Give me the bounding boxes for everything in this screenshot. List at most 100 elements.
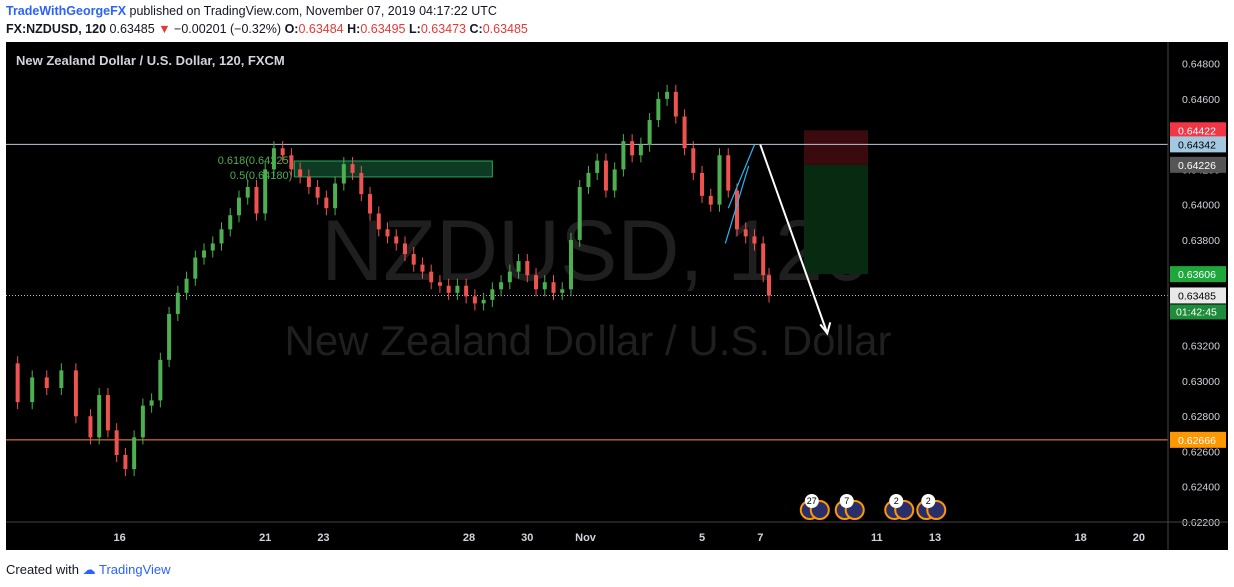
publish-info: TradeWithGeorgeFX published on TradingVi… [6,4,497,18]
candle [761,243,766,276]
candle [647,120,652,145]
candle [30,377,35,403]
fib-label: 0.5(0.64180) [230,170,292,182]
price-level-badge [1170,136,1226,153]
candle [516,261,521,272]
event-count: 2 [894,496,899,506]
last-price: 0.63485 [109,22,155,36]
symbol-ohlc-line: FX:NZDUSD, 120 0.63485 ▼ −0.00201 (−0.32… [6,22,528,36]
event-count-badge [839,494,854,508]
candle [167,313,172,360]
candle [271,148,276,170]
candle [140,405,145,438]
candle [158,359,163,401]
candle [499,282,504,290]
price-level-label: 0.63606 [1178,269,1216,281]
candle [464,285,469,297]
candle [411,254,416,265]
candle [595,160,600,173]
y-tick-label: 0.64600 [1182,94,1220,106]
candle [481,299,486,304]
price-level-label: 0.62666 [1178,435,1216,447]
y-tick-label: 0.63000 [1182,376,1220,388]
candle [376,213,381,230]
candle [726,155,731,191]
chart-area[interactable]: NZDUSD, 120 New Zealand Dollar / U.S. Dol… [6,42,1228,550]
candle [490,289,495,300]
candle [73,370,78,417]
author-link[interactable]: TradeWithGeorgeFX [6,4,127,18]
tradingview-logo-icon[interactable]: ☁ [82,562,96,577]
candle [507,271,512,283]
candle [44,377,49,389]
candle [534,275,539,290]
candle [743,229,748,237]
x-tick-label: 11 [871,532,883,544]
created-with-text: Created with [6,562,79,577]
channel-line [724,165,750,244]
price-level-badge [1170,431,1226,448]
candle [149,400,154,406]
countdown-badge [1170,304,1226,320]
candle [437,282,442,286]
x-tick-label: 20 [1133,532,1145,544]
candle [202,250,207,258]
event-count-badge [804,494,819,508]
candle [420,264,425,272]
candle [560,289,565,293]
candle [263,169,268,214]
candle [228,215,233,230]
chart-title: New Zealand Dollar / U.S. Dollar, 120, F… [16,53,285,68]
candle [630,141,635,156]
price-change: −0.00201 (−0.32%) [174,22,282,36]
candle [15,363,20,403]
high-label: H: [347,22,361,36]
x-tick-label: 7 [757,532,763,544]
candle [542,282,547,290]
candle [455,285,460,293]
tradingview-link[interactable]: TradingView [99,562,171,577]
price-level-label: 0.63485 [1178,290,1216,302]
candle [700,172,705,196]
x-tick-label: 16 [113,532,125,544]
candle [612,169,617,191]
candle [114,430,119,456]
candle [333,183,338,209]
candle [429,271,434,283]
price-chart[interactable]: NZDUSD, 120 New Zealand Dollar / U.S. Dol… [6,42,1228,550]
candle [306,176,311,188]
candle [708,195,713,205]
y-tick-label: 0.62400 [1182,482,1220,494]
candle [280,148,285,156]
x-tick-label: 13 [929,532,941,544]
candle [236,197,241,216]
price-level-badge [1170,122,1226,139]
candle [324,197,329,209]
candle [385,229,390,237]
candle [691,148,696,173]
candle [315,187,320,198]
candle [123,455,128,470]
price-level-badge [1170,266,1226,283]
footer: Created with ☁ TradingView [6,562,171,578]
candle [402,243,407,255]
candle [368,194,373,214]
candle [341,164,346,184]
y-tick-label: 0.64000 [1182,200,1220,212]
price-level-label: 0.64422 [1178,125,1216,137]
x-tick-label: 28 [463,532,475,544]
candle [210,243,215,251]
candle [673,91,678,117]
candle [665,91,670,99]
candle [577,187,582,240]
watermark-name: New Zealand Dollar / U.S. Dollar [285,317,892,364]
candle [289,155,294,170]
candle [621,141,626,170]
projection-arrow [759,144,829,334]
event-count: 7 [844,496,849,506]
event-count: 27 [807,496,817,506]
fib-zone [293,160,493,178]
event-count: 2 [926,496,931,506]
low-value: 0.63473 [420,22,466,36]
price-level-label: 0.64226 [1178,160,1216,172]
